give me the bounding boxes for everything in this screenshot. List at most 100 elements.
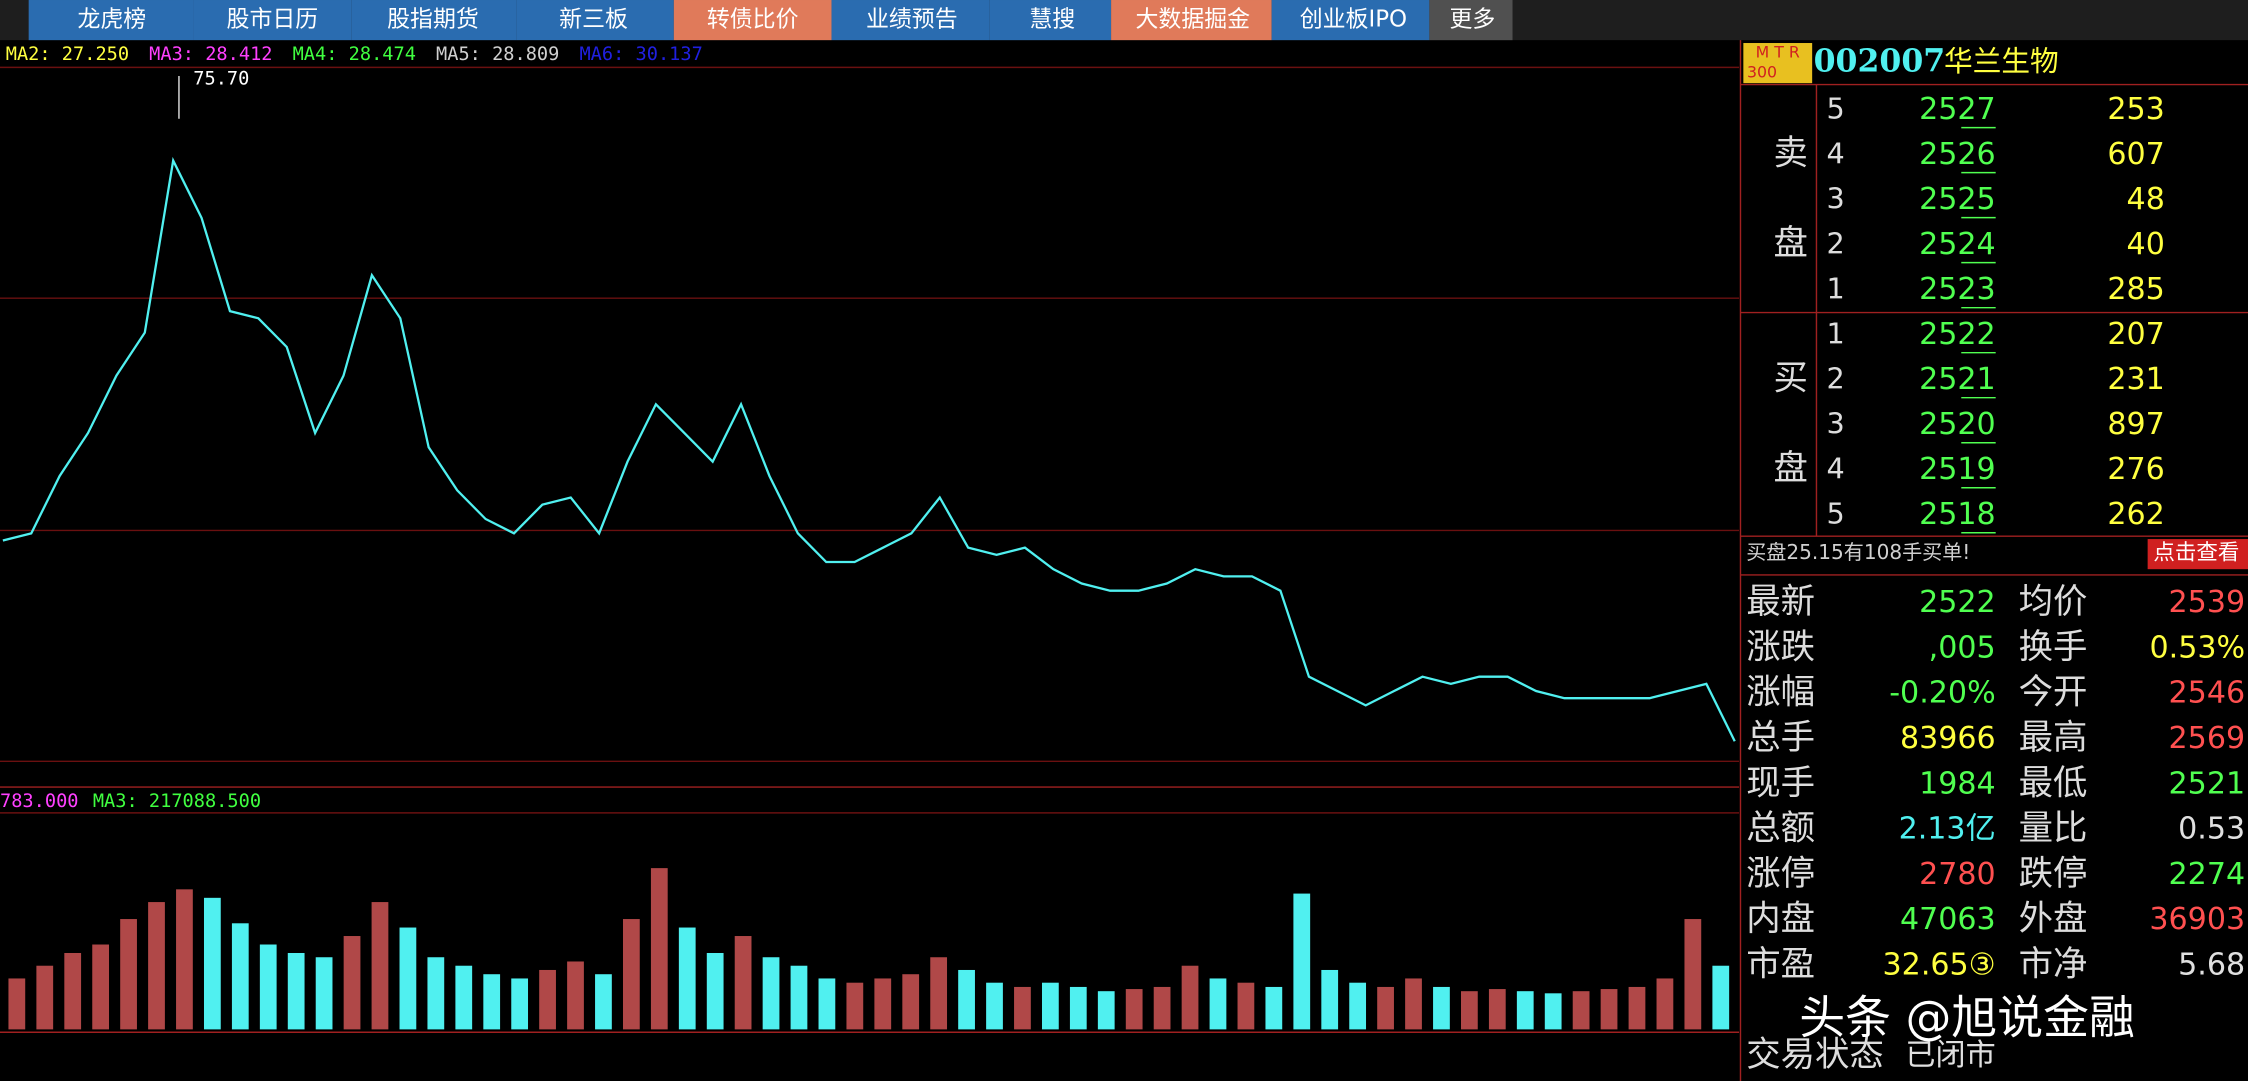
volume-bar	[1684, 919, 1702, 1030]
tab-bg	[193, 0, 352, 41]
annotation-label: 75.70	[193, 68, 249, 89]
badge-text: 300	[1747, 63, 1777, 82]
book-volume: 231	[2107, 362, 2164, 397]
volume-bar	[567, 961, 584, 1030]
volume-bar	[650, 868, 668, 1030]
volume-bar	[399, 927, 417, 1030]
stat-label: 现手	[1746, 763, 1815, 803]
stat-value: 2539	[2169, 585, 2246, 620]
volume-legend: 783.000	[0, 791, 79, 812]
volume-bar	[958, 969, 975, 1030]
check-button[interactable]: 点击查看	[2153, 540, 2239, 565]
stat-value: 83966	[1900, 721, 1996, 756]
nav-tabs: 龙虎榜 股市日历 股指期货 新三板 转债比价 业绩预告 慧搜 大数据掘金 创业板…	[28, 0, 1513, 41]
volume-bar	[539, 969, 556, 1030]
book-volume: 40	[2127, 227, 2165, 262]
stat-value: 0.53	[2178, 812, 2245, 847]
volume-bar	[1572, 991, 1590, 1030]
stock-name: 华兰生物	[1944, 44, 2059, 78]
volume-bar	[1405, 978, 1422, 1030]
nav-tab[interactable]: 龙虎榜	[77, 7, 146, 33]
tab-bg	[673, 0, 832, 41]
book-price: 2522	[1919, 317, 1996, 352]
stat-value: 2521	[2169, 766, 2246, 801]
stat-value: 2.13亿	[1899, 812, 1996, 847]
volume-bar	[1125, 989, 1143, 1030]
tab-bg	[28, 0, 194, 41]
stat-label: 总额	[1746, 809, 1815, 849]
ma-legend: MA6: 30.137	[579, 44, 702, 65]
volume-bar	[483, 974, 501, 1030]
book-volume: 897	[2107, 407, 2164, 442]
badge-text: M T R	[1756, 43, 1800, 62]
side-label: 卖	[1773, 133, 1807, 173]
ma-legend: MA5: 28.809	[436, 44, 559, 65]
stat-label: 市盈	[1746, 945, 1815, 985]
volume-bar	[1041, 982, 1059, 1030]
stat-value: ,005	[1929, 630, 1996, 665]
book-price: 2525	[1919, 182, 1996, 217]
stat-value: -0.20%	[1889, 676, 1995, 711]
book-volume: 262	[2107, 497, 2164, 532]
nav-tab[interactable]: 慧搜	[1029, 7, 1075, 33]
nav-tab[interactable]: 股市日历	[227, 7, 319, 33]
nav-tab[interactable]: 转债比价	[707, 7, 799, 33]
volume-bar	[874, 978, 892, 1030]
book-level: 3	[1827, 407, 1845, 441]
side-label: 盘	[1773, 224, 1807, 264]
watermark: 头条 @旭说金融	[1799, 990, 2135, 1044]
volume-bar	[678, 927, 696, 1030]
volume-bar	[64, 952, 82, 1030]
stat-value: 已闭市	[1905, 1038, 1995, 1073]
volume-bar	[1600, 989, 1618, 1030]
volume-bar	[259, 944, 277, 1030]
nav-tab[interactable]: 更多	[1449, 7, 1495, 33]
stat-label: 跌停	[2019, 854, 2088, 894]
volume-bar	[734, 936, 752, 1030]
book-price: 2527	[1919, 92, 1996, 127]
book-level: 5	[1827, 497, 1845, 531]
volume-bar	[1209, 978, 1227, 1030]
ma-legend: MA3: 28.412	[149, 44, 272, 65]
book-price: 2526	[1919, 137, 1996, 172]
price-line	[2, 156, 1736, 742]
book-price: 2523	[1919, 272, 1996, 307]
nav-tab[interactable]: 业绩预告	[866, 7, 958, 33]
volume-bar	[1014, 986, 1031, 1030]
stat-label: 市净	[2019, 945, 2088, 985]
volume-bar	[1516, 991, 1534, 1030]
stat-label: 最高	[2019, 718, 2088, 758]
volume-bar	[427, 957, 445, 1030]
stat-label: 总手	[1746, 718, 1815, 758]
volume-bar	[1377, 986, 1394, 1030]
nav-tab[interactable]: 股指期货	[387, 7, 479, 33]
book-price: 2521	[1919, 362, 1996, 397]
stat-label: 外盘	[2019, 899, 2088, 939]
stat-label: 内盘	[1746, 899, 1815, 939]
volume-bar	[92, 944, 110, 1030]
tab-bg	[351, 0, 517, 41]
volume-bar	[1265, 986, 1283, 1030]
book-level: 2	[1827, 226, 1845, 260]
stat-label: 均价	[2019, 582, 2088, 622]
nav-tab[interactable]: 创业板IPO	[1300, 7, 1407, 33]
volume-bar	[930, 957, 948, 1030]
side-label: 买	[1773, 358, 1807, 398]
book-volume: 285	[2107, 272, 2164, 307]
nav-tab[interactable]: 新三板	[559, 7, 628, 33]
volume-bar	[1656, 978, 1674, 1030]
volume-bar	[231, 923, 249, 1030]
volume-bar	[706, 952, 724, 1030]
volume-bar	[1237, 982, 1255, 1030]
nav-tab[interactable]: 大数据掘金	[1136, 7, 1251, 33]
stat-label: 量比	[2019, 809, 2088, 849]
book-price: 2520	[1919, 407, 1996, 442]
book-price: 2519	[1919, 452, 1996, 487]
volume-bar	[176, 889, 193, 1030]
volume-bar	[203, 897, 221, 1030]
volume-bar	[902, 974, 920, 1030]
book-level: 1	[1827, 271, 1845, 305]
volume-bar	[1433, 986, 1450, 1030]
book-volume: 607	[2107, 137, 2164, 172]
